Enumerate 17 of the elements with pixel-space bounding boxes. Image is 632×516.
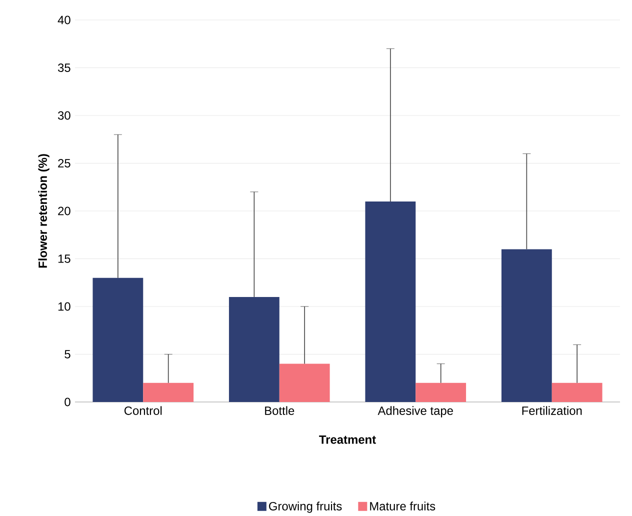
y-tick-label: 20 [58,206,70,216]
x-tick-label: Control [124,406,162,415]
x-tick-label: Bottle [265,406,294,415]
y-axis-title: Flower retention (%) [38,154,50,268]
y-tick-label: 25 [58,159,70,168]
y-tick-label: 35 [58,64,70,72]
y-tick-label: 40 [58,16,70,24]
legend-label: Growing fruits [269,502,342,513]
y-tick-label: 5 [64,350,70,358]
y-tick-label: 30 [58,111,70,120]
y-tick-label: 15 [58,254,70,263]
x-tick-label: Adhesive tape [378,406,453,418]
y-tick-label: 10 [58,302,70,311]
legend-label: Mature fruits [370,502,436,510]
x-axis-title: Treatment [319,435,376,444]
y-tick-label: 0 [64,398,70,406]
x-tick-label: Fertilization [522,406,582,415]
